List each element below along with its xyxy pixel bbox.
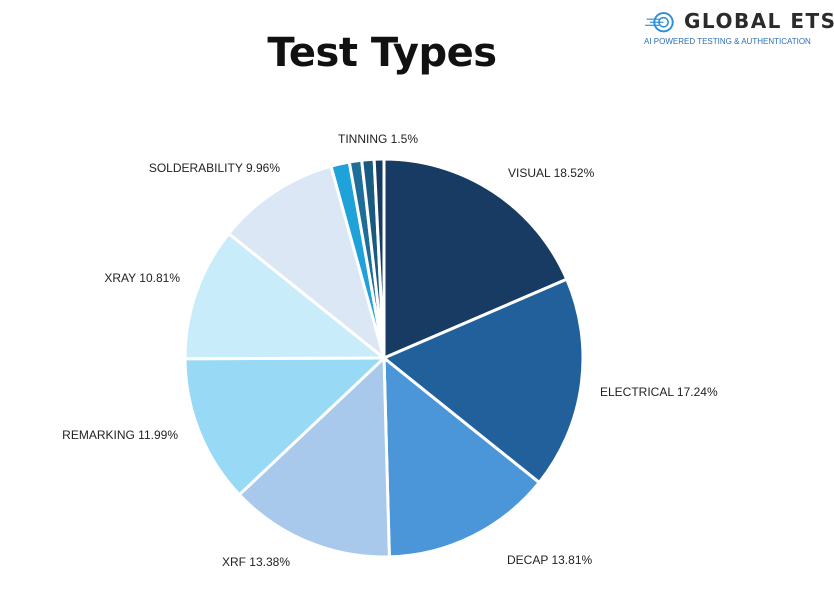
pie-slice-decap xyxy=(382,354,542,559)
data-label-electrical: ELECTRICAL 17.24% xyxy=(600,385,718,399)
data-label-remarking: REMARKING 11.99% xyxy=(62,428,178,442)
data-label-solderability: SOLDERABILITY 9.96% xyxy=(149,161,281,175)
pie-slice-xray xyxy=(183,231,389,361)
chart-title: Test Types xyxy=(267,30,497,76)
logo-name: GLOBAL ETS xyxy=(684,9,834,33)
logo-tagline: AI POWERED TESTING & AUTHENTICATION xyxy=(644,37,811,46)
data-label-decap: DECAP 13.81% xyxy=(507,553,592,567)
pie-slice-solderability xyxy=(226,164,387,363)
pie-slice-xrf xyxy=(237,354,391,559)
pie-slice-electrical xyxy=(381,277,585,485)
data-label-tinning: TINNING 1.5% xyxy=(338,132,418,146)
pie-slice-other-10 xyxy=(372,157,386,359)
data-label-xray: XRAY 10.81% xyxy=(104,271,180,285)
pie-slice-remarking xyxy=(183,356,388,497)
logo-circuit-icon xyxy=(645,12,674,33)
data-label-xrf: XRF 13.38% xyxy=(222,555,290,569)
data-label-visual: VISUAL 18.52% xyxy=(508,166,595,180)
global-ets-logo: GLOBAL ETS AI POWERED TESTING & AUTHENTI… xyxy=(640,10,834,50)
pie-slice-visual xyxy=(382,157,569,361)
